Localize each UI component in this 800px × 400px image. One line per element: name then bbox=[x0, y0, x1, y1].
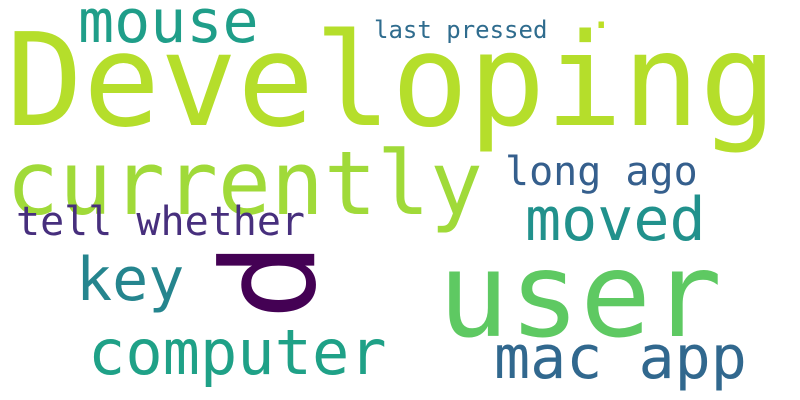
word-key: key bbox=[76, 245, 185, 315]
word-developing: Developing bbox=[6, 7, 777, 156]
word-long-ago: long ago bbox=[505, 149, 698, 195]
word-currently: currently bbox=[6, 132, 483, 235]
word-dot: . bbox=[588, 0, 615, 39]
word-p: p bbox=[212, 241, 365, 321]
word-user: user bbox=[438, 226, 723, 364]
word-mouse: mouse bbox=[78, 0, 259, 57]
word-computer: computer bbox=[88, 316, 387, 389]
word-moved: moved bbox=[525, 185, 706, 255]
word-last-pressed: last pressed bbox=[374, 16, 548, 44]
word-tell-whether: tell whether bbox=[16, 199, 305, 245]
word-mac-app: mac app bbox=[494, 323, 747, 393]
